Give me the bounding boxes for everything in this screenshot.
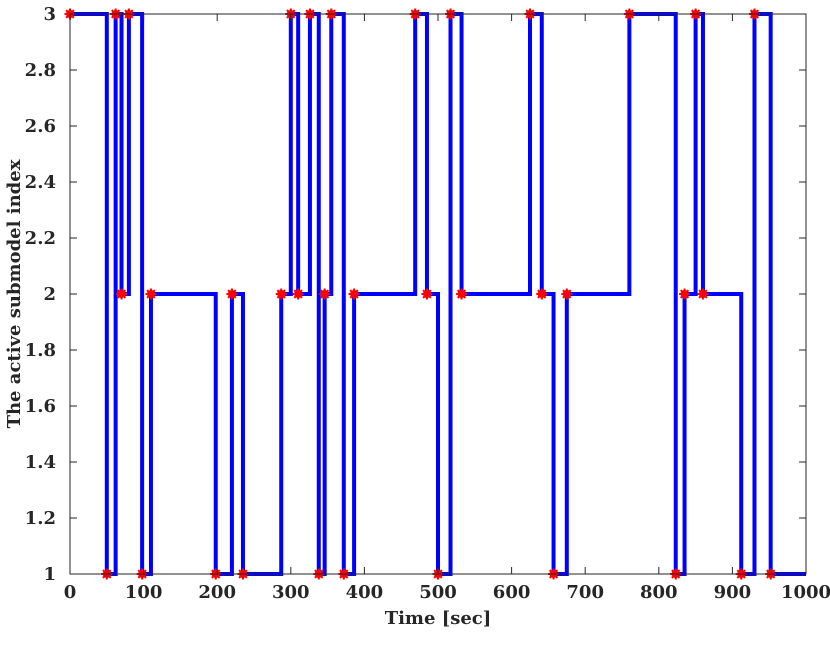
transition-marker — [536, 288, 548, 300]
y-tick-label: 1.8 — [25, 340, 56, 361]
transition-marker — [319, 288, 331, 300]
y-tick-label: 1.4 — [25, 452, 56, 473]
x-tick-label: 1000 — [781, 582, 830, 603]
y-tick-label: 1.2 — [25, 508, 56, 529]
transition-marker — [348, 288, 360, 300]
y-tick-label: 2 — [43, 284, 56, 305]
series-line — [70, 12, 806, 576]
transition-marker — [116, 288, 128, 300]
x-tick-label: 0 — [64, 582, 77, 603]
transition-marker — [456, 288, 468, 300]
axis-ticks: 0 100 200 300 400 500 600 700 800 900 1000 1 1.2 1.4 1… — [25, 4, 830, 603]
y-tick-label: 2.6 — [25, 116, 56, 137]
y-tick-label: 1.6 — [25, 396, 56, 417]
transition-marker — [145, 288, 157, 300]
x-tick-label: 500 — [419, 582, 457, 603]
y-tick-label: 1 — [43, 564, 56, 585]
x-tick-label: 200 — [198, 582, 236, 603]
x-tick-label: 800 — [640, 582, 678, 603]
y-tick-label: 2.4 — [25, 172, 56, 193]
y-axis-label: The active submodel index — [4, 159, 25, 428]
transition-marker — [226, 288, 238, 300]
transition-marker — [421, 288, 433, 300]
x-tick-label: 600 — [493, 582, 531, 603]
y-tick-label: 2.2 — [25, 228, 56, 249]
y-tick-label: 2.8 — [25, 60, 56, 81]
x-tick-label: 300 — [272, 582, 310, 603]
x-tick-label: 100 — [125, 582, 163, 603]
y-tick-label: 3 — [43, 4, 56, 25]
x-tick-label: 400 — [346, 582, 384, 603]
transition-marker — [292, 288, 304, 300]
transition-marker — [697, 288, 709, 300]
x-axis-label: Time [sec] — [385, 608, 492, 629]
x-tick-label: 900 — [714, 582, 752, 603]
x-tick-label: 700 — [566, 582, 604, 603]
transition-marker — [275, 288, 287, 300]
transition-marker — [679, 288, 691, 300]
transition-marker — [561, 288, 573, 300]
